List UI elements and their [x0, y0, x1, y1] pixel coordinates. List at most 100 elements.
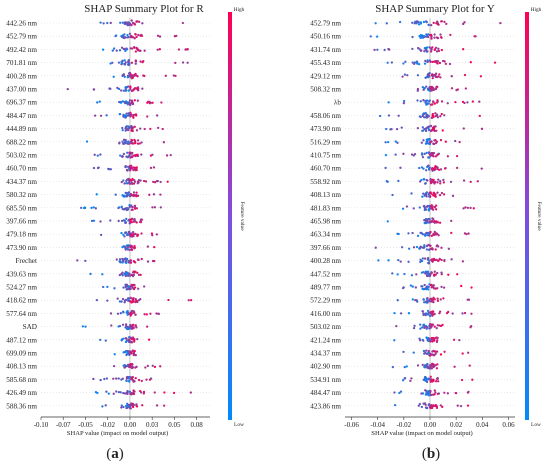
shap-point [442, 297, 445, 300]
shap-point [159, 193, 162, 196]
shap-point [125, 208, 128, 212]
shap-point [127, 338, 131, 341]
shap-point [424, 393, 428, 396]
shap-point [131, 142, 135, 145]
feature-label: 503.02 nm [310, 323, 341, 331]
shap-point [421, 129, 424, 132]
shap-point [429, 124, 433, 128]
feature-row: 439.63 nm [6, 270, 210, 278]
shap-point [461, 352, 464, 355]
shap-point [463, 73, 467, 77]
shap-point [433, 353, 436, 357]
shap-point [399, 312, 403, 315]
shap-point [433, 389, 436, 392]
shap-point [84, 259, 87, 263]
shap-point [427, 366, 430, 369]
shap-panel-a: SHAP Summary Plot for R 442.26 nm 452.79 n… [6, 3, 245, 462]
shap-point [136, 142, 140, 145]
shap-point [384, 153, 388, 157]
shap-point [428, 311, 432, 314]
shap-point [111, 61, 114, 64]
shap-point [131, 402, 134, 405]
shap-point [187, 299, 190, 302]
shap-point [115, 34, 118, 37]
shap-point [133, 37, 136, 40]
shap-point [467, 351, 470, 354]
shap-point [101, 273, 104, 276]
shap-point [426, 204, 429, 208]
shap-point [125, 168, 129, 172]
feature-row: 503.02 nm [6, 151, 210, 160]
shap-point [128, 352, 131, 356]
shap-point [129, 85, 132, 88]
shap-point [463, 311, 467, 315]
shap-point [112, 392, 115, 395]
shap-point [121, 257, 124, 261]
shap-point [410, 192, 413, 195]
shap-point [159, 206, 162, 209]
shap-point [433, 274, 436, 277]
shap-point [432, 258, 435, 262]
shap-point [152, 180, 155, 184]
shap-point [411, 21, 414, 24]
shap-point [450, 75, 453, 78]
shap-point [130, 129, 133, 132]
shap-point [125, 193, 129, 197]
shap-point [143, 313, 146, 316]
shap-point [137, 378, 141, 382]
shap-point [439, 138, 443, 142]
shap-point [189, 391, 192, 394]
shap-point [133, 46, 136, 49]
shap-point [472, 207, 475, 210]
shap-point [189, 299, 193, 302]
shap-point [432, 21, 435, 25]
shap-point [109, 219, 112, 222]
shap-point [116, 312, 120, 315]
shap-point [397, 232, 400, 236]
shap-point [133, 244, 136, 248]
shap-point [431, 77, 434, 80]
shap-point [434, 72, 438, 75]
shap-point [173, 35, 177, 38]
colorbar: High Low Feature value [525, 7, 542, 428]
shap-point [92, 377, 95, 381]
shap-point [124, 129, 127, 132]
shap-point [155, 233, 158, 236]
shap-point [138, 142, 141, 145]
shap-point [122, 142, 125, 145]
feature-row: 524.27 nm [6, 284, 210, 292]
feature-row: 408.13 nm [6, 363, 210, 371]
shap-point [416, 99, 419, 102]
shap-point [411, 298, 414, 301]
shap-point [431, 153, 434, 157]
shap-point [132, 380, 136, 383]
shap-point [117, 325, 120, 328]
shap-point [118, 49, 122, 52]
feature-label: λb [334, 99, 341, 107]
shap-point [126, 24, 129, 27]
shap-point [132, 260, 135, 263]
shap-point [127, 285, 131, 288]
shap-point [113, 287, 116, 290]
shap-point [454, 391, 458, 395]
shap-point [430, 24, 433, 27]
shap-point [124, 323, 128, 326]
feature-label: 489.77 nm [310, 284, 341, 292]
shap-point [411, 285, 414, 288]
shap-point [174, 74, 177, 78]
shap-point [147, 338, 151, 341]
shap-point [140, 232, 143, 235]
shap-point [429, 297, 433, 300]
feature-row: 534.91 nm [310, 375, 515, 384]
shap-point [440, 285, 443, 289]
shap-point [437, 178, 440, 181]
feature-label: 460.70 nm [6, 165, 37, 173]
shap-point [435, 204, 438, 207]
shap-point [402, 62, 405, 65]
shap-point [126, 76, 130, 79]
shap-point [407, 260, 410, 263]
shap-point [374, 246, 377, 249]
shap-point [424, 312, 428, 315]
feature-label: 452.79 nm [6, 33, 37, 41]
feature-row: SAD [23, 323, 210, 331]
